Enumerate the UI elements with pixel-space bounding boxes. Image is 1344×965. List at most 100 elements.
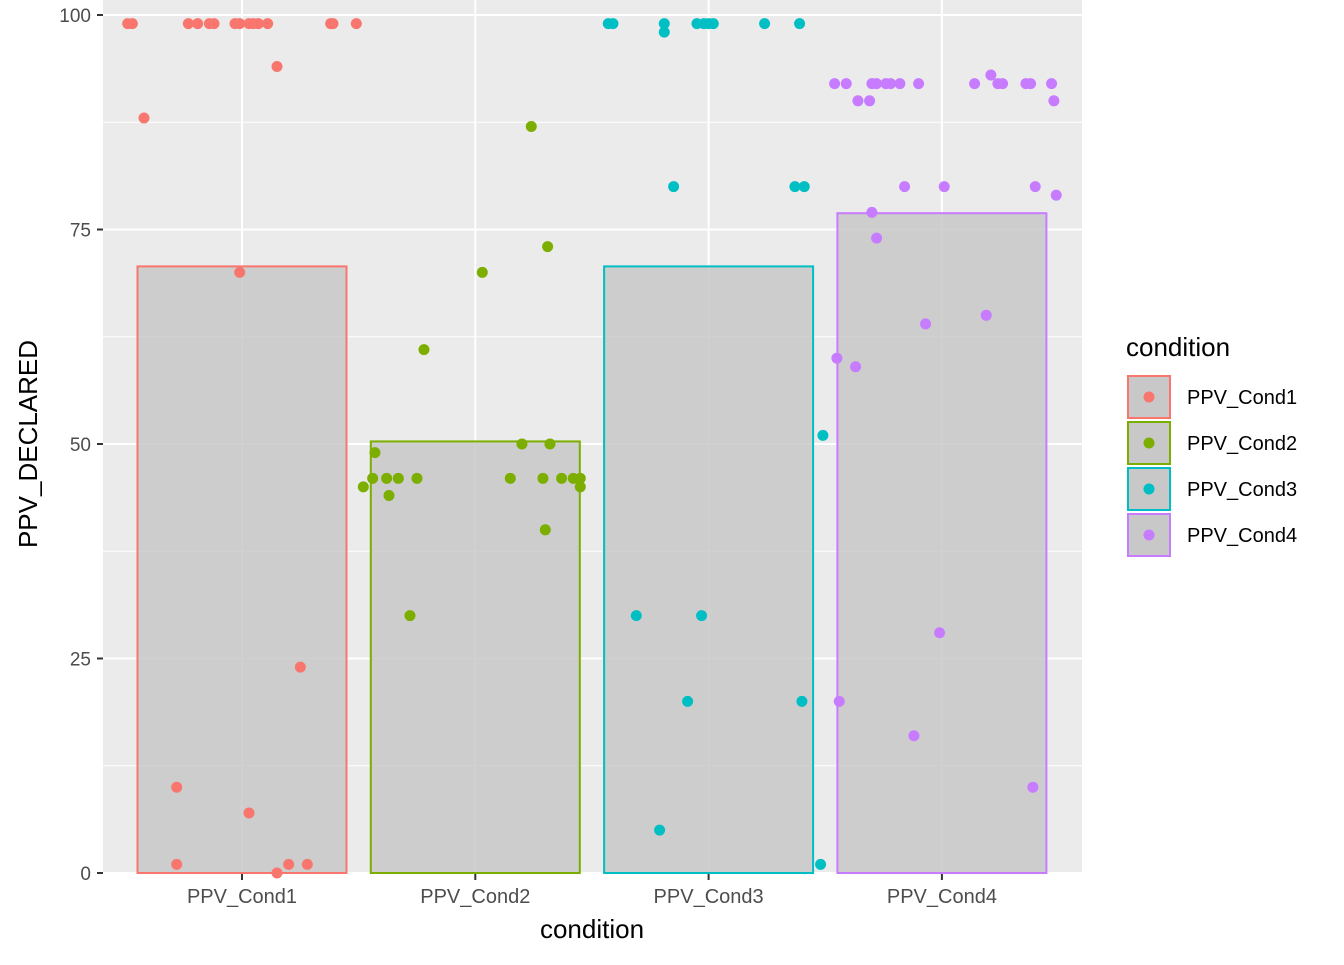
point-PPV_Cond4 xyxy=(969,78,981,90)
point-PPV_Cond1 xyxy=(271,60,283,72)
point-PPV_Cond2 xyxy=(542,241,554,253)
y-axis: 0 25 50 75 100 xyxy=(59,6,103,885)
point-PPV_Cond1 xyxy=(171,858,183,870)
point-PPV_Cond3 xyxy=(630,610,642,622)
point-PPV_Cond1 xyxy=(182,18,194,30)
point-PPV_Cond4 xyxy=(985,69,997,81)
y-tick-label: 75 xyxy=(70,221,91,242)
point-PPV_Cond4 xyxy=(866,206,878,218)
point-PPV_Cond3 xyxy=(607,18,619,30)
y-tick-label: 100 xyxy=(59,6,91,27)
point-PPV_Cond3 xyxy=(789,181,801,193)
point-PPV_Cond3 xyxy=(658,26,670,38)
legend-label: PPV_Cond4 xyxy=(1187,525,1297,547)
legend-key-point xyxy=(1143,483,1155,495)
y-tick-label: 50 xyxy=(70,435,91,456)
point-PPV_Cond4 xyxy=(840,78,852,90)
point-PPV_Cond2 xyxy=(574,472,586,484)
point-PPV_Cond2 xyxy=(537,472,549,484)
point-PPV_Cond2 xyxy=(411,472,423,484)
legend-label: PPV_Cond1 xyxy=(1187,387,1297,409)
point-PPV_Cond3 xyxy=(707,18,719,30)
point-PPV_Cond4 xyxy=(934,627,946,639)
point-PPV_Cond4 xyxy=(829,78,841,90)
point-PPV_Cond4 xyxy=(1050,189,1062,201)
point-PPV_Cond4 xyxy=(908,730,920,742)
x-tick-label: PPV_Cond2 xyxy=(420,886,530,908)
point-PPV_Cond4 xyxy=(938,181,950,193)
point-PPV_Cond4 xyxy=(1027,781,1039,793)
points xyxy=(122,18,1062,879)
x-axis-title: condition xyxy=(540,914,644,944)
legend-title: condition xyxy=(1126,332,1230,362)
x-tick-label: PPV_Cond3 xyxy=(654,886,764,908)
point-PPV_Cond2 xyxy=(504,472,516,484)
legend-key-point xyxy=(1143,437,1155,449)
point-PPV_Cond1 xyxy=(283,858,295,870)
legend: condition PPV_Cond1 PPV_Cond2 PPV_Cond3 PPV… xyxy=(1126,332,1297,557)
point-PPV_Cond2 xyxy=(539,524,551,536)
legend-key-point xyxy=(1143,529,1155,541)
point-PPV_Cond2 xyxy=(525,121,537,133)
point-PPV_Cond1 xyxy=(243,807,255,819)
legend-key xyxy=(1127,421,1171,465)
point-PPV_Cond1 xyxy=(294,661,306,673)
bar-PPV_Cond4 xyxy=(836,212,1048,874)
point-PPV_Cond4 xyxy=(1025,78,1037,90)
legend-label: PPV_Cond3 xyxy=(1187,479,1297,501)
x-tick-label: PPV_Cond4 xyxy=(887,886,997,908)
point-PPV_Cond1 xyxy=(208,18,220,30)
legend-key-point xyxy=(1143,391,1155,403)
point-PPV_Cond2 xyxy=(381,472,393,484)
y-tick-label: 0 xyxy=(80,864,91,885)
point-PPV_Cond1 xyxy=(171,781,183,793)
point-PPV_Cond1 xyxy=(138,112,150,124)
point-PPV_Cond2 xyxy=(418,344,430,356)
point-PPV_Cond2 xyxy=(476,266,488,278)
point-PPV_Cond3 xyxy=(794,18,806,30)
bar-PPV_Cond1 xyxy=(136,265,348,875)
point-PPV_Cond2 xyxy=(383,489,395,501)
point-PPV_Cond4 xyxy=(831,352,843,364)
point-PPV_Cond4 xyxy=(1029,181,1041,193)
point-PPV_Cond2 xyxy=(369,447,381,459)
point-PPV_Cond4 xyxy=(885,78,897,90)
point-PPV_Cond4 xyxy=(871,232,883,244)
point-PPV_Cond4 xyxy=(913,78,925,90)
point-PPV_Cond4 xyxy=(850,361,862,373)
point-PPV_Cond4 xyxy=(864,95,876,107)
point-PPV_Cond1 xyxy=(262,18,274,30)
y-axis-title: PPV_DECLARED xyxy=(13,340,43,548)
y-tick-label: 25 xyxy=(70,650,91,671)
point-PPV_Cond2 xyxy=(574,481,586,493)
point-PPV_Cond4 xyxy=(1046,78,1058,90)
point-PPV_Cond1 xyxy=(350,18,362,30)
point-PPV_Cond1 xyxy=(271,867,283,879)
point-PPV_Cond3 xyxy=(682,695,694,707)
point-PPV_Cond2 xyxy=(516,438,528,450)
point-PPV_Cond4 xyxy=(871,78,883,90)
point-PPV_Cond1 xyxy=(234,18,246,30)
legend-label: PPV_Cond2 xyxy=(1187,433,1297,455)
point-PPV_Cond3 xyxy=(798,181,810,193)
point-PPV_Cond2 xyxy=(357,481,369,493)
point-PPV_Cond1 xyxy=(252,18,264,30)
point-PPV_Cond3 xyxy=(654,824,666,836)
point-PPV_Cond3 xyxy=(815,858,827,870)
point-PPV_Cond2 xyxy=(544,438,556,450)
point-PPV_Cond1 xyxy=(234,266,246,278)
point-PPV_Cond3 xyxy=(759,18,771,30)
point-PPV_Cond4 xyxy=(833,695,845,707)
point-PPV_Cond4 xyxy=(852,95,864,107)
point-PPV_Cond4 xyxy=(894,78,906,90)
point-PPV_Cond1 xyxy=(327,18,339,30)
point-PPV_Cond3 xyxy=(796,695,808,707)
point-PPV_Cond3 xyxy=(817,429,829,441)
point-PPV_Cond3 xyxy=(658,18,670,30)
point-PPV_Cond3 xyxy=(668,181,680,193)
bars xyxy=(136,212,1048,875)
point-PPV_Cond1 xyxy=(301,858,313,870)
x-axis: PPV_Cond1 PPV_Cond2 PPV_Cond3 PPV_Cond4 xyxy=(187,874,997,908)
point-PPV_Cond1 xyxy=(192,18,204,30)
